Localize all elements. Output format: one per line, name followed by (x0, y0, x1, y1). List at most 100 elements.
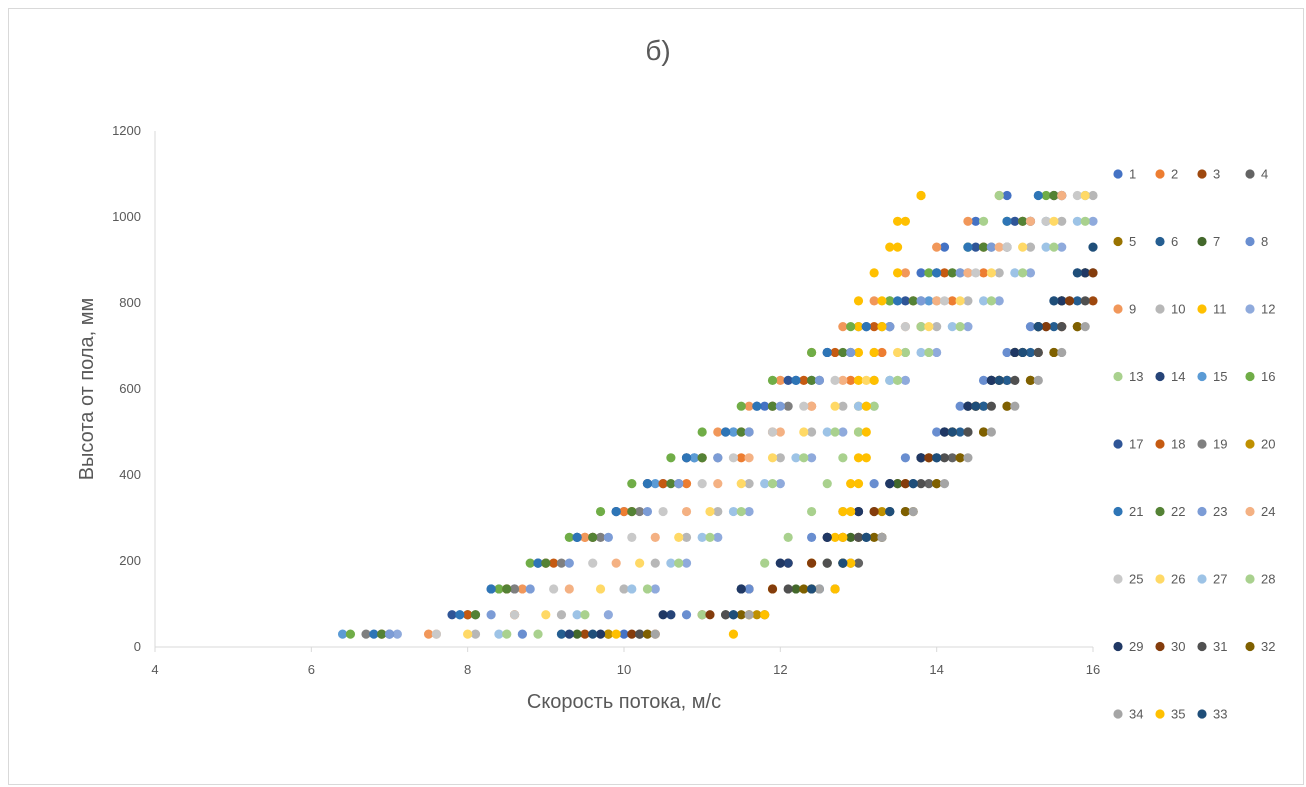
data-point (853, 296, 864, 306)
data-point (916, 322, 926, 332)
data-point (978, 375, 989, 385)
data-point (900, 479, 911, 489)
data-point (760, 401, 770, 411)
data-point (1088, 190, 1098, 201)
legend-label: 15 (1213, 369, 1227, 384)
data-point (799, 401, 809, 411)
data-point (924, 268, 934, 278)
legend-marker (1113, 169, 1123, 179)
data-point (1080, 216, 1090, 226)
data-point (611, 506, 621, 517)
data-point (517, 584, 527, 594)
data-point (1002, 190, 1012, 201)
data-point (783, 584, 793, 594)
series-25 (431, 190, 1082, 639)
legend-item-1: 1 (1113, 167, 1136, 182)
legend-marker (1113, 641, 1123, 652)
data-point (869, 375, 879, 385)
data-point (916, 347, 926, 358)
data-point (1002, 401, 1012, 411)
data-point (924, 347, 934, 358)
data-point (939, 427, 950, 437)
legend-label: 8 (1261, 234, 1268, 249)
chart-title: б) (645, 35, 670, 66)
data-point (892, 347, 903, 358)
data-point (1072, 190, 1082, 201)
data-point (525, 558, 535, 568)
series-19 (361, 190, 1067, 639)
legend-item-33: 33 (1197, 707, 1227, 722)
data-point (838, 322, 848, 332)
data-point (674, 558, 684, 568)
data-point (939, 296, 950, 306)
data-point (1088, 268, 1098, 278)
data-point (932, 296, 942, 306)
data-point (744, 584, 754, 594)
data-point (900, 322, 911, 332)
data-point (627, 506, 637, 517)
data-point (658, 506, 668, 517)
legend-label: 23 (1213, 504, 1227, 519)
data-point (900, 347, 911, 358)
data-point (377, 629, 387, 639)
data-point (853, 506, 864, 517)
data-point (994, 242, 1004, 252)
data-point (736, 453, 746, 463)
legend-marker (1155, 709, 1165, 719)
data-point (861, 375, 871, 385)
data-point (1057, 216, 1067, 226)
data-point (338, 629, 348, 639)
data-point (947, 453, 957, 463)
data-point (721, 427, 731, 437)
legend-label: 21 (1129, 504, 1143, 519)
data-point (986, 242, 996, 252)
data-point (1025, 268, 1036, 278)
series-35 (611, 190, 926, 639)
data-point (728, 427, 739, 437)
data-point (1088, 242, 1098, 252)
series-16 (345, 190, 1051, 639)
legend-item-30: 30 (1155, 639, 1185, 654)
legend-label: 7 (1213, 234, 1220, 249)
legend-item-16: 16 (1245, 369, 1275, 384)
legend-item-18: 18 (1155, 437, 1185, 452)
data-point (697, 610, 707, 620)
legend-marker (1155, 439, 1165, 449)
data-point (822, 558, 832, 568)
chart-frame (8, 8, 1304, 785)
series-20 (603, 268, 1090, 639)
data-point (760, 479, 770, 489)
x-axis-label: Скорость потока, м/с (527, 691, 721, 713)
data-point (595, 629, 606, 639)
series-27 (494, 216, 1082, 639)
data-point (830, 584, 840, 594)
legend-item-3: 3 (1197, 167, 1220, 182)
data-point (955, 322, 965, 332)
legend-marker (1197, 709, 1207, 719)
data-point (619, 584, 629, 594)
data-point (635, 629, 645, 639)
data-point (619, 629, 629, 639)
series-7 (572, 268, 1090, 639)
data-point (978, 401, 989, 411)
data-point (885, 375, 895, 385)
data-point (603, 610, 613, 620)
legend-label: 24 (1261, 504, 1275, 519)
data-point (846, 479, 856, 489)
data-point (1041, 216, 1051, 226)
data-point (1033, 322, 1043, 332)
data-point (744, 506, 754, 517)
data-point (900, 453, 911, 463)
data-point (1025, 216, 1036, 226)
data-point (1018, 216, 1028, 226)
legend-item-31: 31 (1197, 639, 1227, 654)
legend-item-4: 4 (1245, 167, 1268, 182)
data-point (838, 347, 848, 358)
legend-label: 12 (1261, 302, 1275, 317)
data-point (1002, 242, 1012, 252)
legend-label: 25 (1129, 572, 1143, 587)
legend-marker (1245, 574, 1255, 584)
data-point (674, 532, 684, 542)
legend-label: 9 (1129, 302, 1136, 317)
